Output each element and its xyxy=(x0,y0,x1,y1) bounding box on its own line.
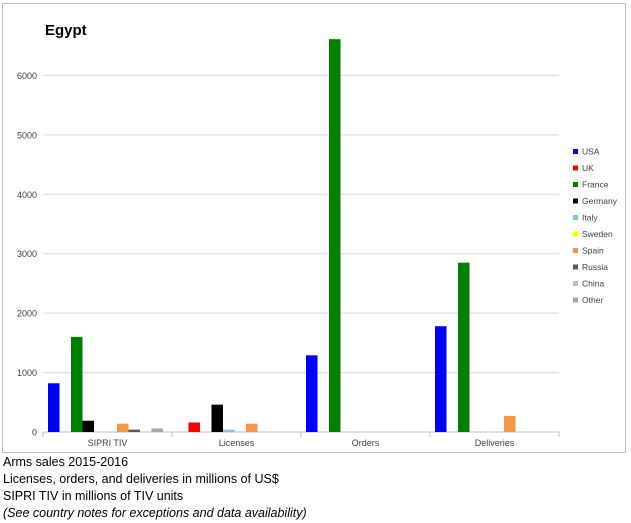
legend-label: Germany xyxy=(582,196,618,206)
legend-label: Other xyxy=(582,295,603,305)
caption-line-1: Arms sales 2015-2016 xyxy=(3,455,129,469)
legend-swatch xyxy=(573,297,578,303)
bar-usa-sipri-tiv xyxy=(48,383,60,432)
legend-label: Spain xyxy=(582,246,604,256)
caption-line-2: Licenses, orders, and deliveries in mill… xyxy=(3,472,279,486)
axes: 0 1000 2000 3000 4000 5000 6000 SIPRI TIV Licens… xyxy=(17,71,560,448)
legend-label: USA xyxy=(582,147,600,157)
chart: 0 1000 2000 3000 4000 5000 6000 SIPRI TIV Licens… xyxy=(17,22,618,448)
chart-frame: 0 1000 2000 3000 4000 5000 6000 SIPRI TIV Licens… xyxy=(2,3,626,453)
bar-spain-licenses xyxy=(246,423,258,432)
x-tick-label: SIPRI TIV xyxy=(88,438,128,448)
legend-label: France xyxy=(582,180,609,190)
bar-usa-deliveries xyxy=(435,326,447,432)
legend-swatch xyxy=(573,264,578,270)
y-tick-label: 3000 xyxy=(17,249,37,259)
chart-title: Egypt xyxy=(45,22,87,39)
legend-label: Russia xyxy=(582,262,608,272)
legend-swatch xyxy=(573,198,578,204)
y-tick-label: 1000 xyxy=(17,368,37,378)
bar-uk-licenses xyxy=(188,422,200,432)
legend-label: Italy xyxy=(582,213,598,223)
x-tick-label: Orders xyxy=(352,438,380,448)
legend: USA UK France Germany Italy Sweden Spain Russia… xyxy=(573,147,618,305)
bar-spain-sipri-tiv xyxy=(117,423,129,432)
legend-swatch xyxy=(573,248,578,253)
x-tick-label: Deliveries xyxy=(475,438,515,448)
bar-italy-licenses xyxy=(223,429,235,432)
bar-france-orders xyxy=(329,39,341,432)
legend-label: Sweden xyxy=(582,229,613,239)
bar-spain-deliveries xyxy=(504,415,516,432)
caption-line-4: (See country notes for exceptions and da… xyxy=(3,506,307,520)
bar-france-sipri-tiv xyxy=(71,336,83,432)
y-tick-label: 6000 xyxy=(17,71,37,81)
legend-label: UK xyxy=(582,163,594,173)
y-tick-label: 0 xyxy=(32,428,37,438)
legend-swatch xyxy=(573,281,578,286)
legend-swatch xyxy=(573,149,578,154)
bar-germany-licenses xyxy=(211,404,223,432)
x-tick-label: Licenses xyxy=(219,438,255,448)
bar-other-sipri-tiv xyxy=(151,428,163,432)
legend-swatch xyxy=(573,165,578,171)
legend-swatch xyxy=(573,231,578,237)
bar-germany-sipri-tiv xyxy=(82,420,94,432)
legend-swatch xyxy=(573,215,578,220)
y-tick-label: 2000 xyxy=(17,309,37,319)
y-tick-label: 4000 xyxy=(17,190,37,200)
caption-line-3: SIPRI TIV in millions of TIV units xyxy=(3,489,184,503)
bar-france-deliveries xyxy=(458,262,470,432)
gridlines xyxy=(43,74,559,374)
y-tick-label: 5000 xyxy=(17,130,37,140)
bar-usa-orders xyxy=(306,355,318,432)
legend-swatch xyxy=(573,182,578,187)
bars xyxy=(48,39,516,432)
bar-russia-sipri-tiv xyxy=(128,429,140,432)
legend-label: China xyxy=(582,279,604,289)
